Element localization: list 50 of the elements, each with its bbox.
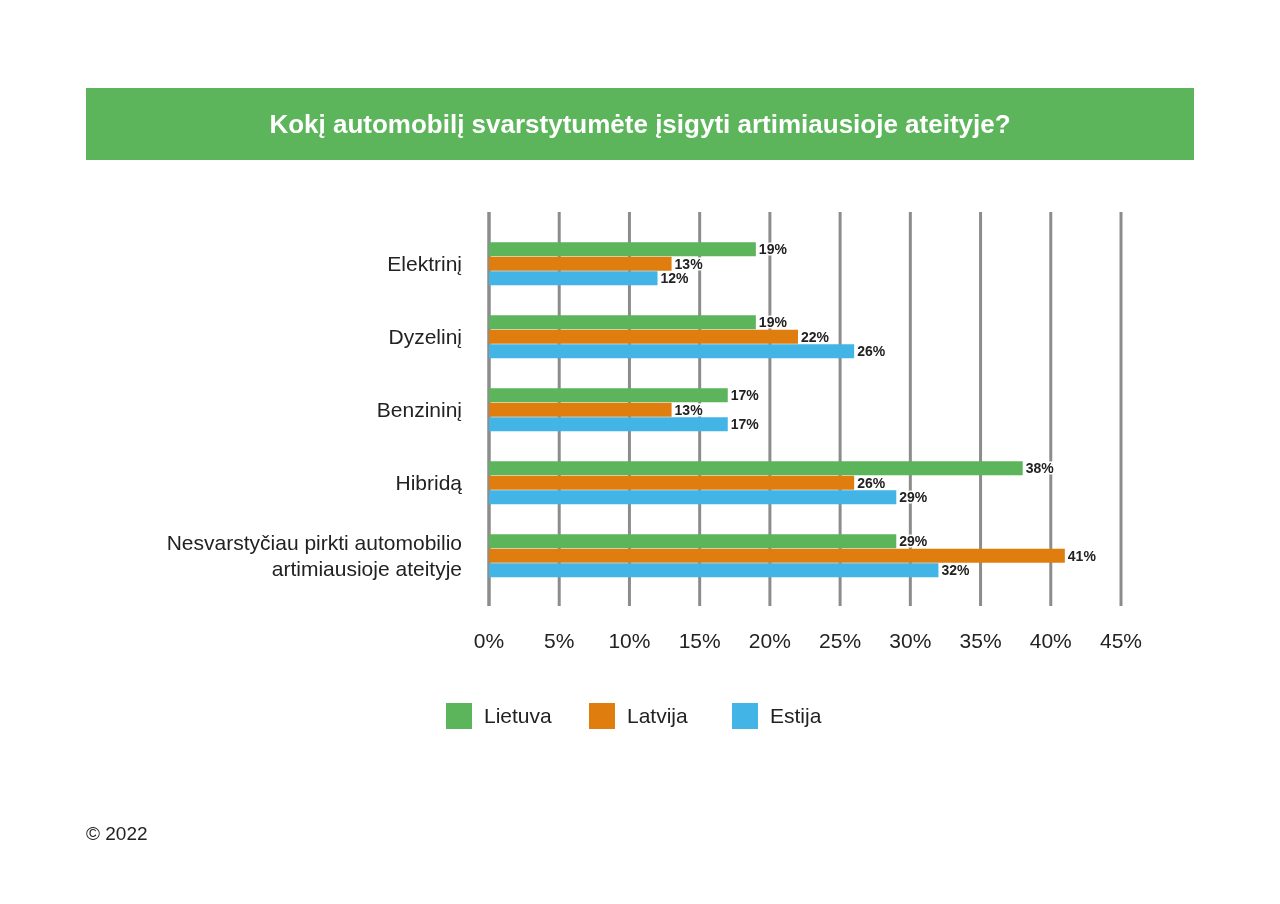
bar xyxy=(489,388,728,403)
data-label: 13% xyxy=(674,255,704,272)
y-tick-label: Elektrinį xyxy=(387,252,462,276)
data-label: 17% xyxy=(730,387,760,404)
bar xyxy=(489,417,728,432)
bar xyxy=(489,329,798,344)
x-tick-label: 10% xyxy=(608,629,651,653)
x-tick-label: 45% xyxy=(1099,629,1143,653)
bar xyxy=(489,548,1065,563)
legend-label: Latvija xyxy=(627,704,689,728)
data-label: 13% xyxy=(674,401,704,418)
data-label: 19% xyxy=(758,314,788,331)
bar xyxy=(489,271,658,286)
data-label: 29% xyxy=(899,489,928,506)
x-tick-label: 25% xyxy=(819,629,862,653)
x-tick-label: 20% xyxy=(748,629,791,653)
bar xyxy=(489,475,855,490)
bar xyxy=(489,490,897,505)
x-tick-label: 15% xyxy=(678,629,721,653)
data-label: 19% xyxy=(758,241,788,258)
y-tick-label: Dyzelinį xyxy=(388,325,462,349)
bar xyxy=(489,402,672,417)
data-label: 41% xyxy=(1067,547,1097,564)
bar xyxy=(489,315,756,330)
x-tick-label: 5% xyxy=(544,629,575,653)
legend-label: Estija xyxy=(770,704,822,728)
x-tick-label: 0% xyxy=(473,629,505,653)
legend-label: Lietuva xyxy=(484,704,553,728)
data-label: 26% xyxy=(857,343,886,360)
data-label: 29% xyxy=(899,533,928,550)
y-tick-label: Benzininį xyxy=(376,398,462,422)
bar xyxy=(489,563,939,578)
chart-title: Kokį automobilį svarstytumėte įsigyti artimiausioje ateityje? xyxy=(269,109,1011,140)
y-tick-label: Nesvarstyčiau pirkti automobilio artimiausioje ateityje xyxy=(166,531,462,581)
bar xyxy=(489,344,855,359)
bar xyxy=(489,534,897,549)
data-label: 32% xyxy=(941,562,970,579)
text: © 2022 xyxy=(86,822,148,844)
data-label: 22% xyxy=(800,328,830,345)
x-tick-label: 40% xyxy=(1029,629,1072,653)
y-tick-label: Hibridą xyxy=(395,471,463,495)
bar xyxy=(489,256,672,271)
bar xyxy=(489,461,1023,476)
x-tick-label: 35% xyxy=(959,629,1002,653)
data-label: 12% xyxy=(660,270,690,287)
data-label: 17% xyxy=(730,416,760,433)
bar xyxy=(489,242,756,257)
x-tick-label: 30% xyxy=(889,629,932,653)
data-label: 26% xyxy=(857,474,886,491)
data-label: 38% xyxy=(1025,460,1055,477)
